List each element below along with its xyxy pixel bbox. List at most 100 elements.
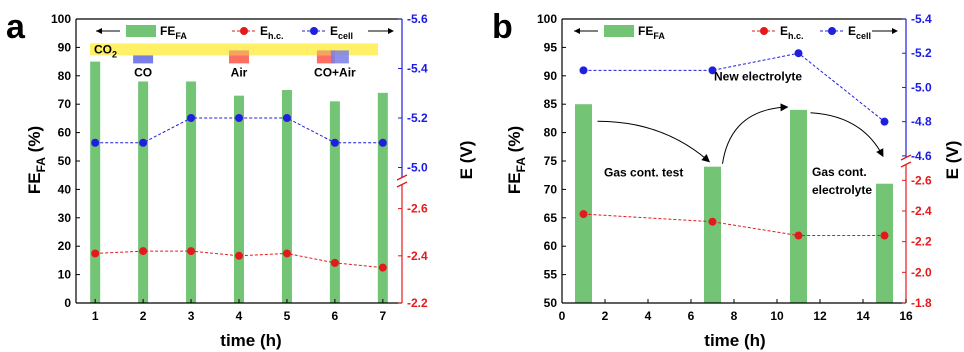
e-hc-point <box>187 247 196 256</box>
co2-band <box>90 43 378 56</box>
x-tick-label: 12 <box>813 309 827 323</box>
gas-cont-label: Gas cont. <box>812 165 867 179</box>
y-tick-label: 85 <box>544 97 558 111</box>
panel-b-ticks: 50 55 60 65 70 75 80 85 90 95 100 0 2 4 6 8 10 12 14 16 -5.4… <box>537 12 932 323</box>
y2-upper-tick-label: -5.2 <box>407 111 428 125</box>
y2-lower-tick-label: -2.4 <box>911 204 932 218</box>
x-tick-label: 3 <box>188 309 195 323</box>
panel-a-band: CO2 <box>90 42 378 59</box>
y2-lower-tick-label: -1.8 <box>911 296 932 310</box>
y-tick-label: 70 <box>58 97 72 111</box>
fe-bar <box>876 183 893 303</box>
legend-right-arrowhead <box>892 28 898 34</box>
y2-lower-tick-label: -2.4 <box>407 249 428 263</box>
fe-bar <box>790 109 807 303</box>
air-chip-top <box>229 50 249 56</box>
e-hc-point <box>235 251 243 260</box>
fe-bar <box>138 81 149 303</box>
y-tick-label: 55 <box>544 268 558 282</box>
coair-label: CO+Air <box>314 65 356 79</box>
x-tick-label: 14 <box>856 309 870 323</box>
y-tick-label: 20 <box>58 239 72 253</box>
y2-lower-tick-label: -2.2 <box>911 235 932 249</box>
gas-test-label: Gas cont. test <box>604 165 683 179</box>
e-cell-point <box>187 114 196 122</box>
panel-b-legend: FEFA Eh.c. Ecell <box>574 24 898 41</box>
panel-a-xlabel: time (h) <box>220 331 281 350</box>
panel-b-axes <box>561 18 912 304</box>
e-hc-line <box>583 213 885 237</box>
x-tick-label: 4 <box>645 309 652 323</box>
panel-b-ylabel: FEFA (%) <box>505 126 528 194</box>
air-label: Air <box>231 65 248 79</box>
legend-ecell-label: Ecell <box>330 24 353 41</box>
y-tick-label: 95 <box>544 40 558 54</box>
legend-left-arrowhead <box>96 28 102 34</box>
y-tick-label: 10 <box>58 268 72 282</box>
panel-a-bars <box>90 61 388 304</box>
e-cell-point <box>880 117 889 126</box>
e-cell-point <box>579 66 588 75</box>
y-tick-label: 40 <box>58 182 72 196</box>
e-hc-point <box>579 210 588 219</box>
panel-b-bars <box>575 104 893 303</box>
y-tick-label: 60 <box>58 126 72 140</box>
y2-lower-tick-label: -2.6 <box>407 202 428 216</box>
legend-fe-label: FEFA <box>160 24 187 41</box>
y2-upper-tick-label: -5.4 <box>911 12 932 26</box>
panel-a-ylabel: FEFA (%) <box>25 126 48 194</box>
legend-ehc-label: Eh.c. <box>780 24 804 41</box>
legend-ecell-label: Ecell <box>848 24 871 41</box>
fe-bar <box>234 95 244 304</box>
axis-break-mark <box>900 161 912 168</box>
e-hc-point <box>91 249 100 258</box>
coair-chip-top-left <box>316 50 335 56</box>
fe-bar <box>329 101 340 303</box>
legend-left-arrowhead <box>574 28 580 34</box>
panel-b-annotations: Gas cont. test New electrolyte Gas cont. el… <box>597 69 884 197</box>
e-hc-point <box>880 231 889 240</box>
panel-a-y2label: E (V) <box>457 141 476 180</box>
e-hc-point <box>708 217 717 226</box>
e-cell-point <box>139 138 148 147</box>
y2-upper-tick-label: -5.6 <box>407 12 428 26</box>
arrow-gas-electrolyte <box>810 112 884 158</box>
y2-upper-tick-label: -5.2 <box>911 46 932 60</box>
legend-fe-swatch <box>126 25 156 37</box>
air-chip <box>229 55 249 64</box>
e-hc-point <box>794 231 803 240</box>
e-hc-point <box>330 258 339 267</box>
legend-ehc-marker <box>760 27 768 35</box>
x-tick-label: 4 <box>236 309 243 323</box>
y-tick-label: 0 <box>64 296 71 310</box>
fe-bar <box>186 81 197 303</box>
x-tick-label: 5 <box>284 309 291 323</box>
y2-upper-tick-label: -4.8 <box>911 115 932 129</box>
y2-upper-tick-label: -5.4 <box>407 62 428 76</box>
electrolyte-label: electrolyte <box>812 183 872 197</box>
e-cell-point <box>330 138 339 147</box>
co-label: CO <box>134 65 152 79</box>
panel-a-ticks: 0 10 20 30 40 50 60 70 80 90 100 1 2 3 4 5 6 7 -5.6 -5.4 -5.… <box>51 12 428 323</box>
panel-a: a CO2 0 10 20 30 40 50 60 70 80 90 100 1 2 3 4 5 6 7 -5.6 -… <box>6 8 476 350</box>
e-cell-point <box>708 66 717 75</box>
e-hc-point <box>378 263 387 272</box>
y-tick-label: 60 <box>544 239 558 253</box>
arrow-new-electrolyte <box>722 103 789 164</box>
e-cell-point <box>235 114 243 122</box>
new-electrolyte-label: New electrolyte <box>714 69 802 83</box>
x-tick-label: 2 <box>140 309 147 323</box>
fe-bar <box>281 90 292 303</box>
panel-b-lines <box>579 49 889 240</box>
y2-lower-tick-label: -2.0 <box>911 265 932 279</box>
axis-break-mark <box>900 154 912 161</box>
e-cell-point <box>794 49 803 58</box>
y2-upper-tick-label: -5.0 <box>407 161 428 175</box>
axis-break-mark <box>396 174 408 181</box>
y-tick-label: 65 <box>544 211 558 225</box>
panel-b-xlabel: time (h) <box>704 331 765 350</box>
co-chip <box>133 55 154 64</box>
y2-lower-tick-label: -2.2 <box>407 296 428 310</box>
fe-bar <box>377 92 388 303</box>
panel-a-legend: FEFA Eh.c. Ecell <box>96 24 394 41</box>
